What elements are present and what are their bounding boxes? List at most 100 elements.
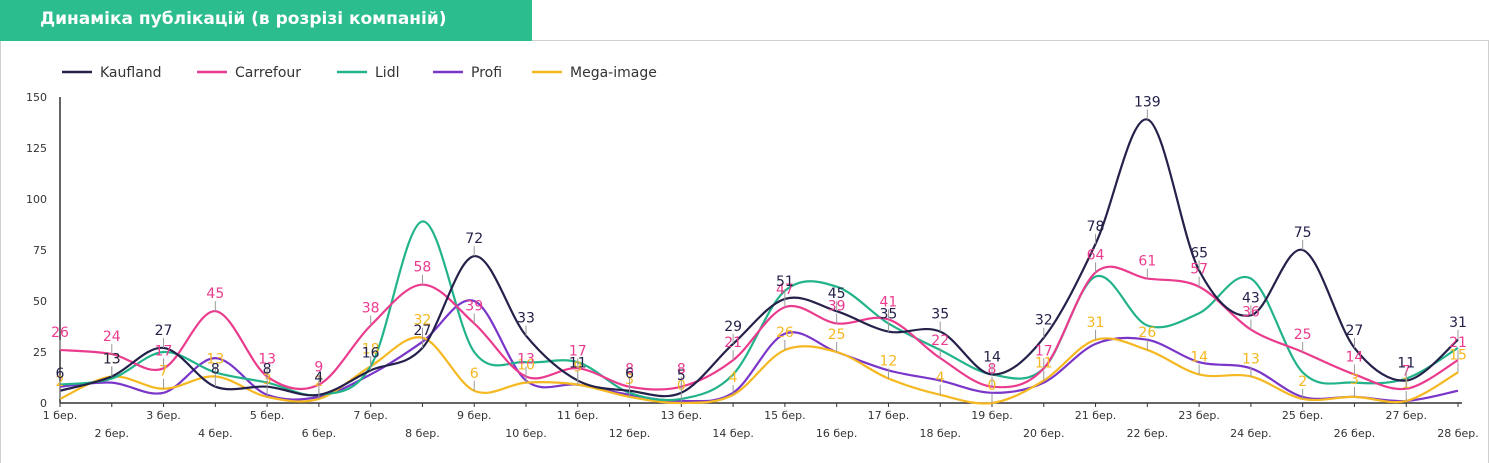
data-label: 13 bbox=[103, 351, 121, 367]
x-tick-label: 11 бер. bbox=[557, 409, 599, 422]
x-tick-label: 1 бер. bbox=[43, 409, 78, 422]
x-tick-label: 21 бер. bbox=[1075, 409, 1117, 422]
series-line-profi bbox=[59, 299, 1459, 403]
data-label: 26 bbox=[51, 325, 69, 341]
data-label: 13 bbox=[1242, 351, 1260, 367]
series-lines bbox=[59, 118, 1459, 405]
x-tick-label: 22 бер. bbox=[1127, 427, 1169, 440]
data-label: 64 bbox=[1087, 247, 1105, 263]
data-label: 14 bbox=[1190, 349, 1208, 365]
data-label: 72 bbox=[465, 231, 483, 247]
x-tick-label: 6 бер. bbox=[302, 427, 337, 440]
x-tick-label: 3 бер. bbox=[146, 409, 181, 422]
x-tick-label: 7 бер. bbox=[353, 409, 388, 422]
data-label: 45 bbox=[828, 286, 846, 302]
data-label: 139 bbox=[1134, 94, 1161, 110]
data-label: 35 bbox=[880, 307, 898, 323]
data-label: 41 bbox=[880, 294, 898, 310]
x-tick-label: 23 бер. bbox=[1178, 409, 1220, 422]
data-label: 43 bbox=[1242, 290, 1260, 306]
x-tick-label: 26 бер. bbox=[1334, 427, 1376, 440]
data-label: 45 bbox=[206, 286, 224, 302]
data-label: 12 bbox=[880, 354, 898, 370]
x-tick-label: 28 бер. bbox=[1437, 427, 1479, 440]
data-label: 13 bbox=[206, 351, 224, 367]
series-line-carrefour bbox=[59, 265, 1459, 391]
legend-label: Kaufland bbox=[100, 65, 162, 81]
y-tick-label: 125 bbox=[26, 142, 47, 155]
legend-label: Mega-image bbox=[570, 65, 657, 81]
x-tick-label: 15 бер. bbox=[764, 409, 806, 422]
title-banner: Динаміка публікацій (в розрізі компаній) bbox=[0, 0, 532, 41]
data-label: 35 bbox=[931, 307, 949, 323]
data-label: 75 bbox=[1294, 225, 1312, 241]
data-label: 6 bbox=[56, 366, 65, 382]
chart-title: Динаміка публікацій (в розрізі компаній) bbox=[40, 9, 447, 29]
x-tick-label: 19 бер. bbox=[971, 409, 1013, 422]
data-label: 22 bbox=[931, 333, 949, 349]
x-tick-label: 2 бер. bbox=[95, 427, 130, 440]
data-label: 65 bbox=[1190, 245, 1208, 261]
data-label: 14 bbox=[1346, 349, 1364, 365]
legend-label: Profi bbox=[471, 65, 502, 81]
data-label: 14 bbox=[983, 349, 1001, 365]
y-tick-label: 150 bbox=[26, 91, 47, 104]
data-label: 26 bbox=[1138, 325, 1156, 341]
x-tick-label: 14 бер. bbox=[712, 427, 754, 440]
x-tick-label: 25 бер. bbox=[1282, 409, 1324, 422]
legend-label: Carrefour bbox=[235, 65, 301, 81]
x-tick-label: 8 бер. bbox=[405, 427, 440, 440]
data-label: 4 bbox=[936, 370, 945, 386]
data-label: 13 bbox=[103, 351, 121, 367]
data-label: 31 bbox=[1449, 315, 1467, 331]
data-label: 17 bbox=[569, 343, 587, 359]
x-tick-label: 10 бер. bbox=[505, 427, 547, 440]
data-label: 27 bbox=[155, 323, 173, 339]
data-label: 26 bbox=[776, 325, 794, 341]
y-tick-label: 100 bbox=[26, 193, 47, 206]
data-label: 24 bbox=[103, 329, 121, 345]
y-tick-label: 75 bbox=[33, 244, 47, 257]
data-label: 10 bbox=[517, 358, 535, 374]
chart-frame bbox=[0, 40, 1489, 463]
x-tick-label: 18 бер. bbox=[919, 427, 961, 440]
data-label: 27 bbox=[1346, 323, 1364, 339]
legend-label: Lidl bbox=[375, 65, 399, 81]
data-label: 13 bbox=[517, 351, 535, 367]
data-label: 4 bbox=[314, 370, 323, 386]
x-tick-label: 4 бер. bbox=[198, 427, 233, 440]
data-label: 8 bbox=[211, 362, 220, 378]
data-label: 58 bbox=[414, 260, 432, 276]
data-label: 33 bbox=[517, 311, 535, 327]
data-label: 2 bbox=[1298, 374, 1307, 390]
x-tick-label: 24 бер. bbox=[1230, 427, 1272, 440]
data-label: 3 bbox=[1350, 372, 1359, 388]
data-label: 39 bbox=[465, 298, 483, 314]
data-label: 17 bbox=[1035, 343, 1053, 359]
data-label: 9 bbox=[314, 360, 323, 376]
data-label: 13 bbox=[258, 351, 276, 367]
data-label: 6 bbox=[470, 366, 479, 382]
data-label: 11 bbox=[1397, 356, 1415, 372]
series-line-mega-image bbox=[59, 336, 1459, 405]
data-label: 18 bbox=[362, 341, 380, 357]
data-label: 11 bbox=[569, 356, 587, 372]
x-tick-label: 16 бер. bbox=[816, 427, 858, 440]
data-label: 78 bbox=[1087, 219, 1105, 235]
data-label: 8 bbox=[263, 362, 272, 378]
data-label: 8 bbox=[677, 362, 686, 378]
data-label: 4 bbox=[729, 370, 738, 386]
x-tick-label: 17 бер. bbox=[868, 409, 910, 422]
data-label: 31 bbox=[1087, 315, 1105, 331]
legend: Kaufland Carrefour Lidl Profi Mega-image bbox=[62, 65, 657, 81]
data-label: 6 bbox=[625, 366, 634, 382]
data-label: 27 bbox=[414, 323, 432, 339]
data-label: 29 bbox=[724, 319, 742, 335]
data-label: 25 bbox=[828, 327, 846, 343]
data-label: 61 bbox=[1138, 254, 1156, 270]
data-label: 17 bbox=[155, 343, 173, 359]
y-tick-label: 25 bbox=[33, 346, 47, 359]
